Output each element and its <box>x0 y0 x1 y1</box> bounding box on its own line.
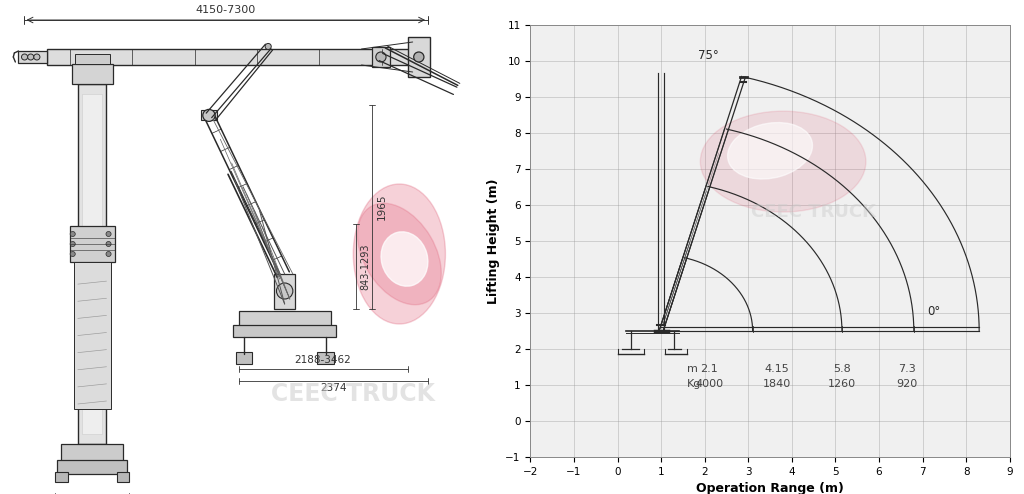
Bar <box>236 352 252 364</box>
Circle shape <box>265 43 271 49</box>
Bar <box>274 274 295 309</box>
Text: 1965: 1965 <box>377 194 387 220</box>
Circle shape <box>70 251 76 256</box>
Text: 843-1293: 843-1293 <box>360 244 371 290</box>
Text: Kg: Kg <box>687 379 701 389</box>
Bar <box>49 49 392 65</box>
Ellipse shape <box>728 123 812 179</box>
Bar <box>74 262 111 409</box>
Bar <box>75 54 110 64</box>
Text: 920: 920 <box>897 379 918 389</box>
Text: 4000: 4000 <box>695 379 723 389</box>
Text: 1260: 1260 <box>827 379 856 389</box>
Text: 7.3: 7.3 <box>898 364 916 374</box>
Text: CEEC TRUCK: CEEC TRUCK <box>752 203 877 221</box>
Text: 1840: 1840 <box>763 379 791 389</box>
Bar <box>82 94 102 434</box>
Circle shape <box>203 109 215 122</box>
Circle shape <box>70 242 76 247</box>
Ellipse shape <box>357 203 441 305</box>
Circle shape <box>106 251 111 256</box>
Bar <box>57 460 127 474</box>
Text: 2.1: 2.1 <box>700 364 718 374</box>
Circle shape <box>28 54 34 60</box>
Text: 2188-3462: 2188-3462 <box>295 355 351 365</box>
Bar <box>239 311 331 327</box>
Text: 2374: 2374 <box>321 383 346 393</box>
Bar <box>408 37 430 77</box>
Ellipse shape <box>381 232 428 286</box>
Ellipse shape <box>700 111 866 212</box>
Bar <box>55 472 68 482</box>
Bar <box>100 51 408 63</box>
Text: m: m <box>687 364 698 374</box>
Bar <box>61 444 123 462</box>
Bar <box>372 47 390 67</box>
Circle shape <box>34 54 40 60</box>
Text: 0°: 0° <box>927 305 940 318</box>
Bar <box>233 325 336 337</box>
Text: 75°: 75° <box>698 49 719 62</box>
Bar <box>47 49 413 65</box>
Bar <box>126 52 413 61</box>
Bar <box>75 50 402 64</box>
Circle shape <box>106 232 111 237</box>
Bar <box>18 51 47 63</box>
Circle shape <box>22 54 28 60</box>
Text: 4150-7300: 4150-7300 <box>196 5 256 15</box>
Bar <box>317 352 334 364</box>
Bar <box>201 110 217 121</box>
Bar <box>70 226 115 262</box>
Y-axis label: Lifting Height (m): Lifting Height (m) <box>486 178 500 304</box>
Ellipse shape <box>353 184 445 324</box>
Text: CEEC TRUCK: CEEC TRUCK <box>271 382 435 406</box>
Text: 5.8: 5.8 <box>834 364 851 374</box>
Circle shape <box>106 242 111 247</box>
Circle shape <box>276 283 293 299</box>
X-axis label: Operation Range (m): Operation Range (m) <box>696 482 844 494</box>
Text: 4.15: 4.15 <box>764 364 788 374</box>
Circle shape <box>376 52 386 62</box>
Circle shape <box>70 232 76 237</box>
Bar <box>72 64 113 84</box>
Circle shape <box>414 52 424 62</box>
Bar <box>78 84 106 444</box>
Bar <box>117 472 129 482</box>
